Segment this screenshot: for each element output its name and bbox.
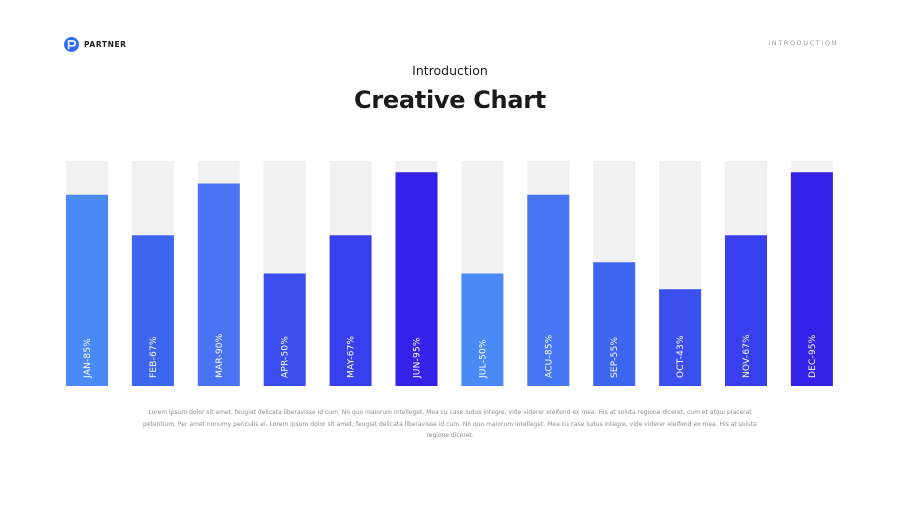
bar-label: MAY-67%	[347, 335, 357, 378]
bar-track	[263, 161, 306, 386]
bar-track	[790, 161, 833, 386]
bar-label: JAN-85%	[83, 338, 93, 379]
bar-track	[461, 161, 504, 386]
bar-label: OCT-43%	[676, 335, 686, 378]
partner-logo-icon	[64, 37, 79, 52]
bar-track	[197, 161, 240, 386]
bar-track	[725, 161, 767, 386]
bar-track	[66, 161, 108, 386]
bar-may	[329, 235, 372, 386]
bar-apr	[263, 273, 306, 386]
bar-track	[527, 161, 570, 386]
section-label: INTRODUCTION	[768, 39, 838, 47]
bar-feb	[131, 235, 174, 386]
bar-nov	[725, 235, 767, 386]
slide-title: Creative Chart	[354, 86, 546, 114]
bar-mar	[197, 183, 240, 386]
bar-label: MAR-90%	[215, 333, 225, 378]
bar-sep	[593, 262, 636, 386]
bar-oct	[659, 289, 702, 386]
bar-track	[131, 161, 174, 386]
bar-jul	[461, 273, 504, 386]
bar-label: DEC-95%	[808, 334, 818, 378]
bar-label: JUL-50%	[478, 339, 488, 379]
slide-subtitle: Introduction	[412, 63, 488, 78]
bar-label: APR-50%	[281, 336, 291, 378]
bar-track	[659, 161, 702, 386]
body-paragraph: Lorem ipsum dolor sit amet, feugiat deli…	[143, 409, 757, 439]
bar-track	[329, 161, 372, 386]
brand: PARTNER	[64, 37, 127, 52]
bar-label: JUN-95%	[413, 337, 423, 379]
bar-jun	[395, 172, 438, 386]
bar-label: NOV-67%	[742, 334, 752, 378]
bar-track	[395, 161, 438, 386]
bar-label: SEP-55%	[610, 336, 620, 378]
bar-track	[593, 161, 636, 386]
bar-dec	[790, 172, 833, 386]
bar-label: ACU-85%	[544, 334, 554, 378]
bar-acu	[527, 194, 570, 386]
bar-label: FEB-67%	[149, 336, 159, 378]
bar-jan	[66, 194, 108, 386]
brand-name: PARTNER	[84, 40, 127, 49]
